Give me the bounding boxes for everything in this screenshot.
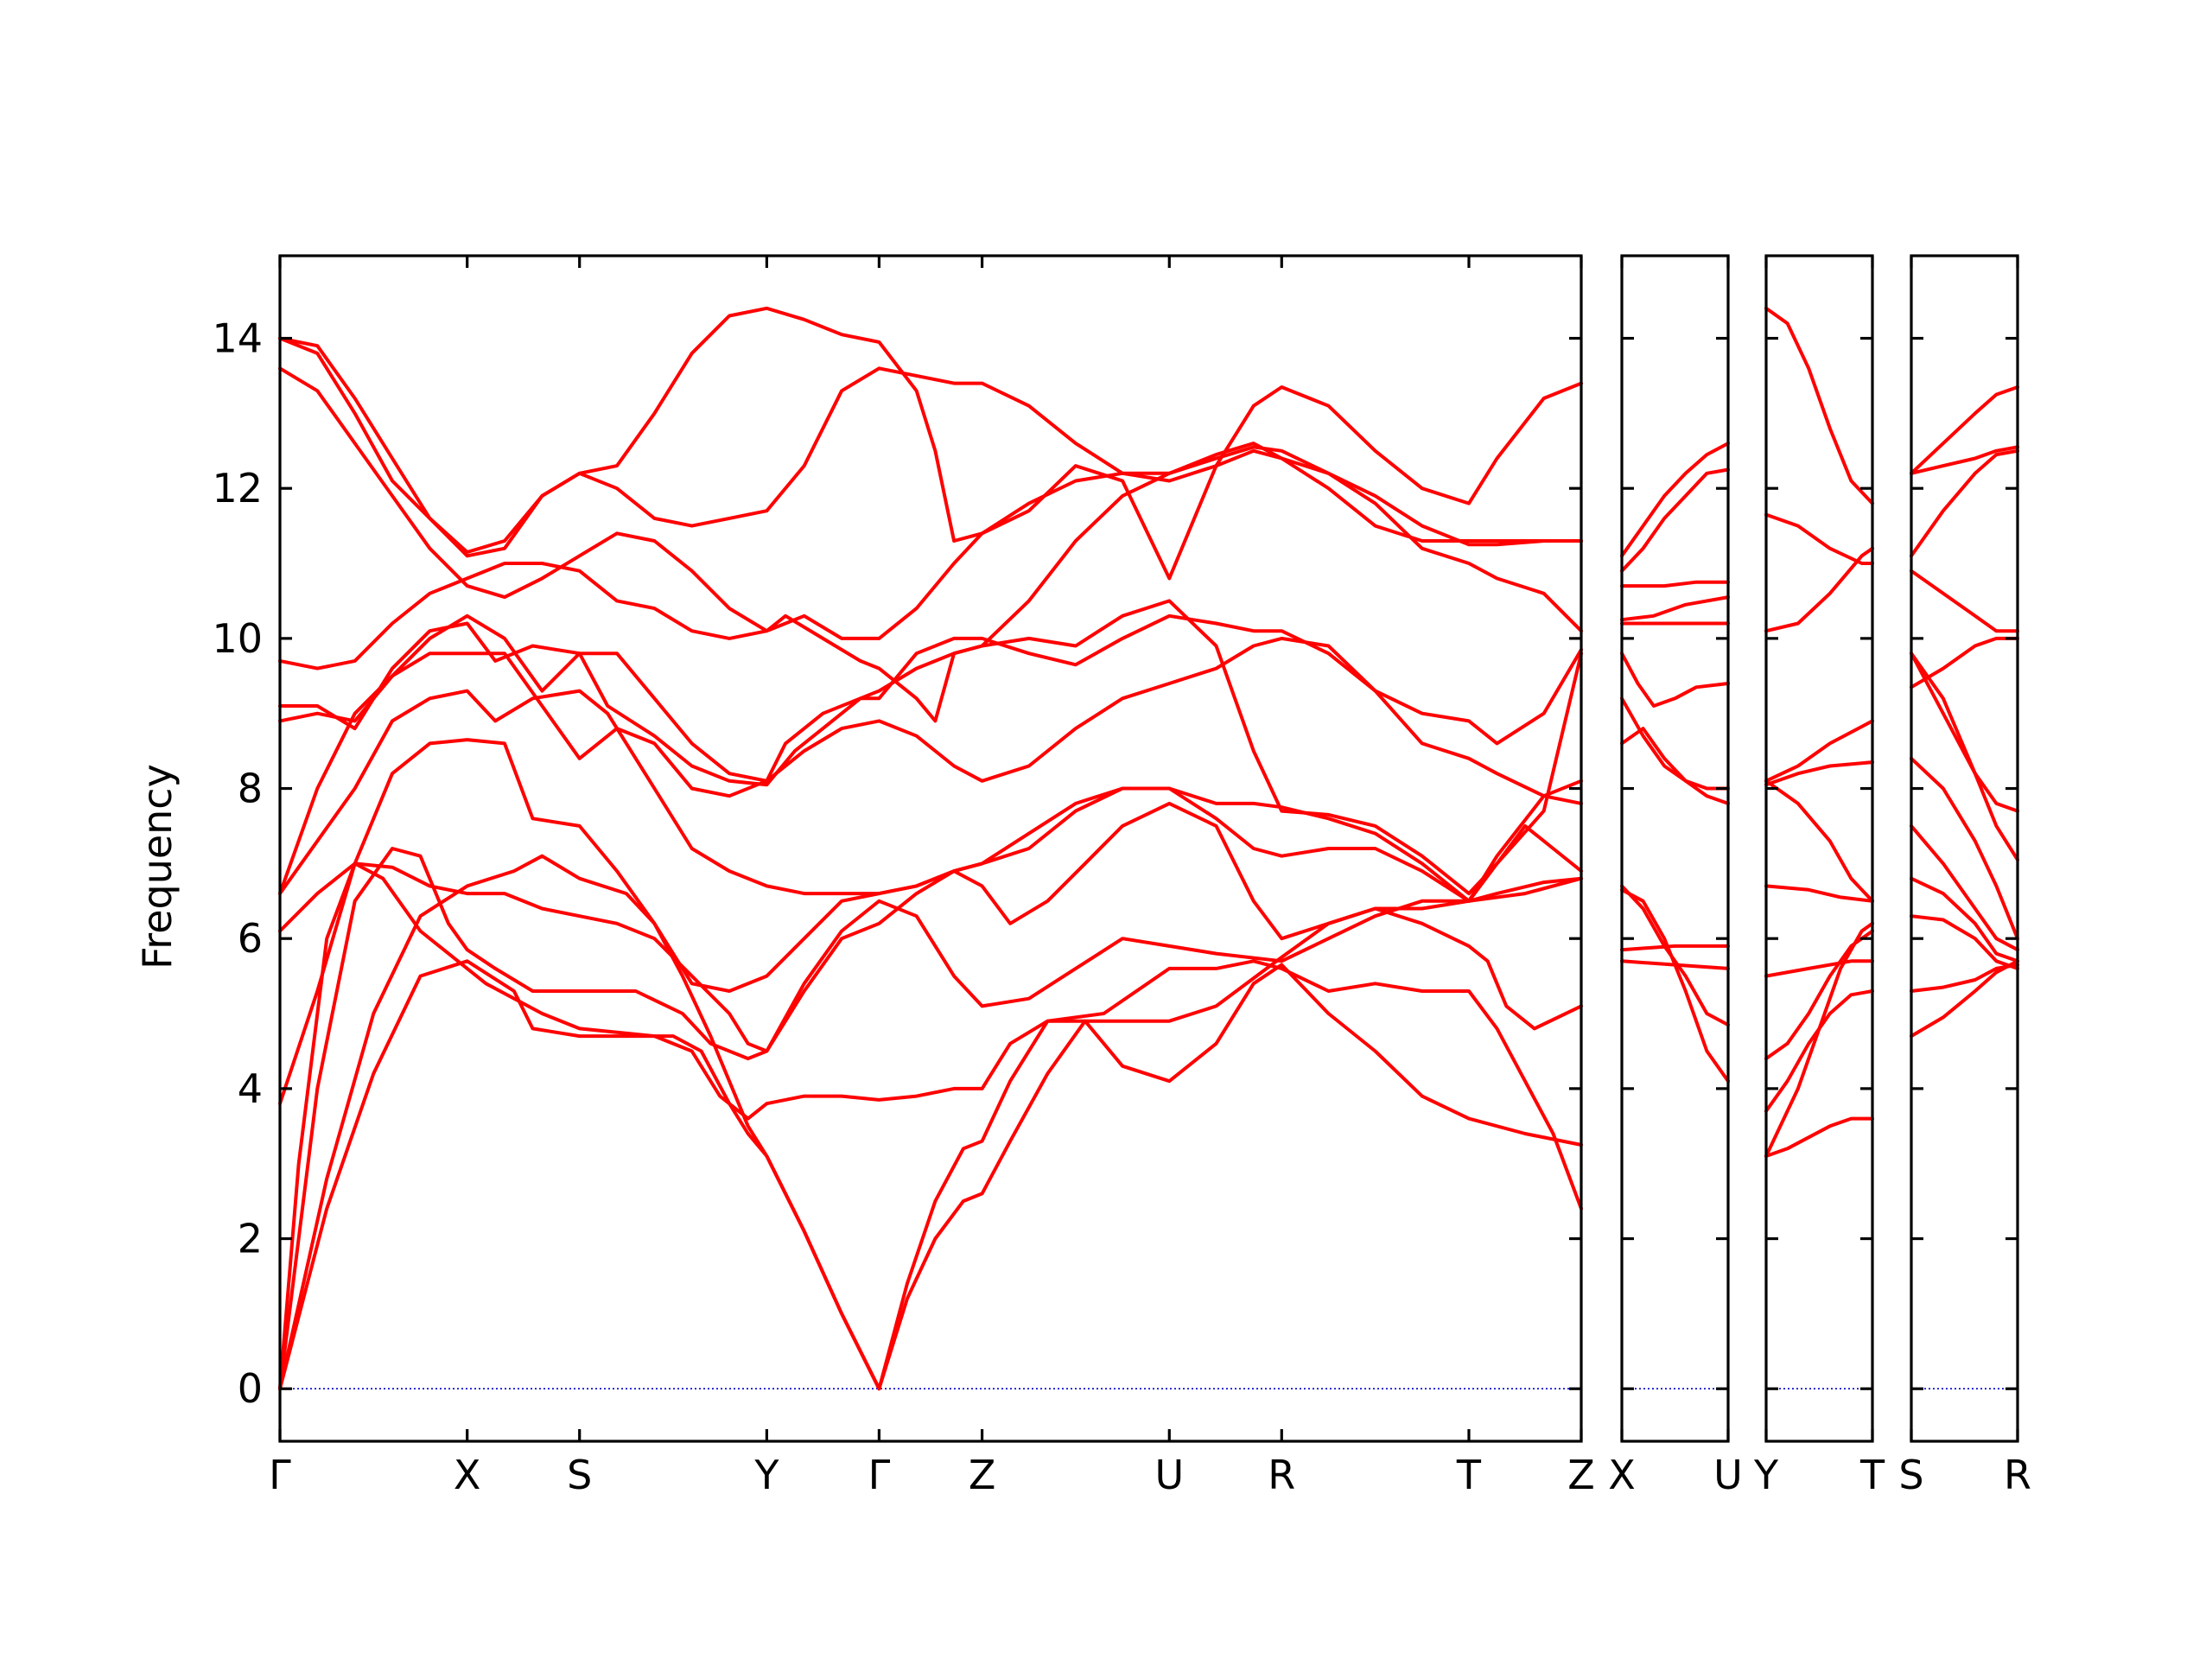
y-tick-label: 8 bbox=[238, 766, 263, 812]
phonon-band-line bbox=[1764, 779, 1874, 903]
phonon-band-line bbox=[1764, 959, 1874, 978]
phonon-band-line bbox=[278, 599, 1583, 896]
phonon-band-line bbox=[1910, 636, 2019, 690]
y-tick-label: 12 bbox=[212, 465, 263, 512]
phonon-band-line bbox=[1620, 595, 1730, 622]
phonon-band-line bbox=[1764, 719, 1874, 783]
phonon-band-line bbox=[278, 779, 1583, 1053]
phonon-band-line bbox=[1620, 442, 1730, 558]
k-point-label: T bbox=[1859, 1452, 1885, 1498]
k-point-label: X bbox=[454, 1452, 481, 1498]
phonon-band-line bbox=[1910, 876, 2019, 963]
phonon-band-line bbox=[1910, 448, 2019, 558]
phonon-band-line bbox=[1620, 884, 1730, 1027]
phonon-band-line bbox=[278, 636, 1583, 896]
k-point-label: S bbox=[1898, 1452, 1923, 1498]
phonon-band-line bbox=[278, 306, 1583, 581]
phonon-band-line bbox=[278, 854, 1583, 1391]
panel-frame bbox=[1764, 254, 1874, 1443]
panel-frame bbox=[1620, 254, 1730, 1443]
phonon-band-line bbox=[1764, 884, 1874, 903]
phonon-band-line bbox=[1910, 445, 2019, 475]
phonon-band-line bbox=[1764, 921, 1874, 1158]
k-point-label: T bbox=[1456, 1452, 1482, 1498]
phonon-band-line bbox=[1764, 306, 1874, 505]
phonon-band-line bbox=[278, 738, 1583, 1106]
phonon-band-line bbox=[278, 336, 1583, 558]
phonon-band-line bbox=[1764, 1116, 1874, 1158]
phonon-band-line bbox=[1910, 914, 2019, 970]
k-point-label: R bbox=[2004, 1452, 2031, 1498]
phonon-band-line bbox=[1620, 467, 1730, 573]
panel-frame bbox=[1910, 254, 2019, 1443]
phonon-band-line bbox=[278, 613, 1583, 787]
phonon-band-line bbox=[278, 959, 1583, 1391]
k-point-label: R bbox=[1268, 1452, 1295, 1498]
y-tick-label: 4 bbox=[238, 1065, 263, 1112]
phonon-band-line bbox=[278, 366, 1583, 640]
phonon-band-line bbox=[1910, 385, 2019, 475]
k-point-label: Y bbox=[1753, 1452, 1779, 1498]
phonon-band-line bbox=[1620, 944, 1730, 952]
phonon-band-line bbox=[1764, 512, 1874, 565]
k-point-label: U bbox=[1154, 1452, 1184, 1498]
k-point-label: U bbox=[1713, 1452, 1743, 1498]
y-tick-label: 14 bbox=[212, 315, 263, 362]
phonon-band-line bbox=[1910, 756, 2019, 941]
k-point-label: Z bbox=[1567, 1452, 1595, 1498]
y-tick-label: 0 bbox=[238, 1365, 263, 1412]
y-tick-label: 10 bbox=[212, 615, 263, 662]
phonon-band-line bbox=[1910, 963, 2019, 993]
phonon-band-line bbox=[1764, 989, 1874, 1113]
phonon-band-line bbox=[278, 861, 1583, 1391]
y-axis-label: Frequency bbox=[134, 764, 181, 969]
k-point-label: Γ bbox=[269, 1452, 291, 1498]
phonon-band-line bbox=[1764, 760, 1874, 787]
phonon-band-line bbox=[1620, 652, 1730, 708]
y-tick-label: 2 bbox=[238, 1216, 263, 1262]
phonon-band-line bbox=[1620, 696, 1730, 791]
phonon-band-line bbox=[278, 445, 1583, 723]
phonon-band-line bbox=[278, 689, 1583, 903]
k-point-label: X bbox=[1608, 1452, 1636, 1498]
phonon-band-line bbox=[1910, 569, 2019, 633]
y-tick-labels: 0 2 4 6 8 10 12 14 bbox=[212, 315, 263, 1413]
y-tick-label: 6 bbox=[238, 915, 263, 962]
k-point-label: Γ bbox=[868, 1452, 891, 1498]
phonon-band-line bbox=[1620, 887, 1730, 1084]
phonon-band-line bbox=[278, 847, 1583, 1391]
phonon-band-line bbox=[1620, 959, 1730, 970]
k-point-label: Z bbox=[969, 1452, 996, 1498]
phonon-band-line bbox=[1910, 823, 2019, 952]
k-point-label: S bbox=[567, 1452, 592, 1498]
phonon-band-line bbox=[1910, 652, 2019, 813]
phonon-band-line bbox=[1620, 727, 1730, 805]
phonon-band-line bbox=[1620, 580, 1730, 588]
k-point-label: Y bbox=[753, 1452, 779, 1498]
panel-frame bbox=[278, 254, 1583, 1443]
phonon-band-line bbox=[1764, 546, 1874, 633]
phonon-band-line bbox=[1910, 959, 2019, 1039]
